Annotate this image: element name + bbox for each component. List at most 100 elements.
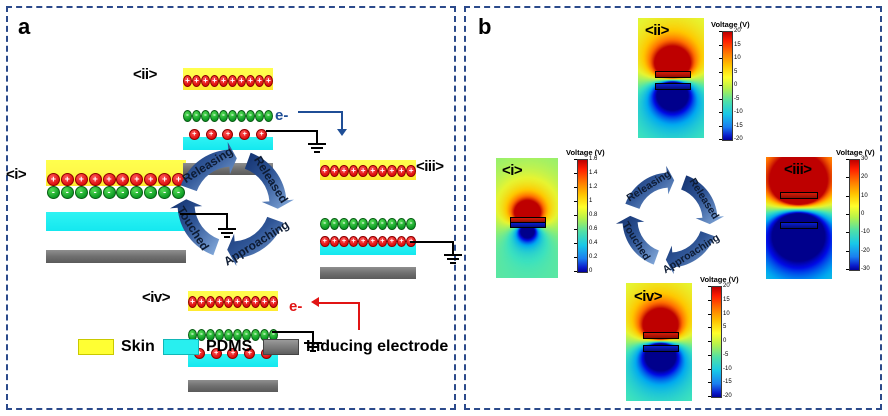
charge-negative: -	[172, 186, 186, 199]
charge-negative: -	[116, 186, 130, 199]
colorbar-ii: Voltage (V) 20 15 10 5 0 -5 -10 -15 -20	[711, 20, 775, 144]
colorbar-tick-label: 15	[734, 41, 741, 48]
charge-negative: -	[197, 328, 206, 341]
colorbar-tick-label: 1	[589, 198, 593, 204]
charge-negative: -	[233, 328, 242, 341]
colorbar-tick-mark	[574, 271, 577, 272]
charge-negative: -	[237, 109, 246, 122]
charge-negative: -	[88, 186, 102, 199]
map-state-label-i: <i>	[502, 162, 523, 179]
colorbar-iii: Voltage (V) 30 20 10 0 -10 -20 -30	[836, 148, 888, 280]
colorbar-tick-label: -5	[734, 95, 740, 102]
legend-item-skin: Skin	[78, 338, 155, 356]
ground-symbol-iv	[304, 342, 322, 354]
wire-electron-iv	[318, 302, 360, 304]
charge-positive: +	[228, 75, 237, 87]
layer-inducing-electrode	[46, 250, 186, 263]
colorbar-tick-label: 0.2	[589, 254, 598, 260]
charge-negative: -	[320, 217, 330, 230]
panel-a: a <i> + + + + + + + + + + ---------- <ii> + + + + + + +…	[6, 6, 462, 410]
colorbar-tick-mark	[846, 269, 849, 270]
colorbar-tick-label: -15	[734, 122, 743, 129]
charge-negative: -	[60, 186, 74, 199]
colorbar-gradient	[711, 286, 722, 398]
colorbar-title: Voltage (V)	[700, 275, 739, 284]
colorbar-iv: Voltage (V) 20 15 10 5 0 -5 -10 -15 -20	[700, 275, 764, 403]
charge-row-negative: ----------	[320, 217, 416, 230]
colorbar-tick-label: 20	[723, 283, 730, 289]
charge-positive: +	[201, 75, 210, 87]
charge-positive: +	[158, 173, 172, 186]
panel-a-letter: a	[18, 14, 31, 39]
charge-row-negative: ----------	[46, 186, 186, 199]
layer-pdms	[188, 354, 278, 367]
colorbar-tick-label: -15	[723, 379, 732, 386]
wire-ground-i-drop	[226, 213, 228, 229]
charge-positive: +	[260, 296, 269, 308]
field-map-ii: <ii>	[638, 18, 704, 138]
colorbar-tick-mark	[719, 98, 722, 100]
colorbar-tick-mark	[708, 382, 711, 384]
field-map-canvas	[766, 157, 832, 279]
field-map-i: <i>	[496, 158, 558, 278]
colorbar-tick-mark	[708, 341, 711, 342]
wire-electron-ii	[298, 111, 343, 113]
charge-positive: +	[237, 75, 246, 87]
charge-positive: +	[367, 235, 378, 247]
ground-symbol-ii	[308, 143, 326, 155]
electron-label-iv: e-	[289, 298, 303, 315]
charge-positive: +	[233, 296, 242, 308]
colorbar-tick-label: 15	[723, 296, 730, 303]
colorbar-tick-label: -20	[861, 247, 870, 254]
charge-positive: +	[264, 75, 273, 87]
charge-row-positive: + + + + + + + + + +	[46, 173, 186, 186]
charge-negative: -	[144, 186, 158, 199]
wire-ground-iv	[272, 331, 314, 333]
wire-ground-iv-drop	[312, 331, 314, 343]
cycle-arrow-releasing	[180, 142, 237, 192]
legend-swatch-electrode	[263, 339, 299, 355]
cycle-arrow-releasing	[625, 165, 675, 209]
colorbar-gradient	[577, 159, 588, 273]
charge-positive: +	[367, 165, 378, 177]
charge-positive: +	[339, 165, 349, 177]
colorbar-tick-label: 0.8	[589, 212, 598, 218]
cycle-arrows	[170, 142, 294, 266]
colorbar-tick-label: 0.4	[589, 240, 598, 246]
colorbar-title: Voltage (V)	[566, 148, 605, 157]
colorbar-tick-label: -30	[861, 266, 870, 272]
wire-ground-iii	[410, 241, 454, 243]
charge-positive: +	[339, 235, 349, 247]
charge-negative: -	[264, 109, 273, 122]
electron-label-ii: e-	[275, 107, 289, 124]
colorbar-tick-mark	[719, 85, 722, 86]
colorbar-tick-label: 5	[723, 324, 727, 331]
colorbar-tick-mark	[846, 250, 849, 252]
colorbar-tick-label: 10	[861, 192, 868, 199]
charge-positive: +	[183, 75, 192, 87]
charge-negative: -	[102, 186, 116, 199]
legend-label-skin: Skin	[121, 338, 155, 355]
charge-positive: +	[329, 235, 340, 247]
colorbar-tick-label: 20	[861, 174, 868, 181]
charge-negative: -	[228, 109, 237, 122]
state-label-iii: <iii>	[416, 158, 444, 175]
colorbar-i: Voltage (V) 1.6 1.4 1.2 1 0.8 0.6 0.4 0.2 0	[566, 148, 630, 280]
legend-item-pdms: PDMS	[163, 338, 252, 356]
arrowhead-electron-ii	[337, 129, 347, 136]
charge-positive: +	[144, 173, 158, 186]
charge-positive: +	[74, 173, 88, 186]
charge-row-positive-electrode: + + + + +	[183, 128, 273, 140]
charge-positive: +	[269, 296, 278, 308]
charge-positive: +	[239, 128, 251, 140]
charge-positive: +	[320, 235, 330, 247]
charge-positive: +	[130, 173, 144, 186]
colorbar-tick-mark	[719, 112, 722, 113]
colorbar-tick-mark	[708, 354, 711, 356]
electrode-bar-bottom	[510, 222, 546, 228]
wire-ground-i	[180, 213, 228, 215]
wire-ground-iii-drop	[452, 241, 454, 255]
colorbar-tick-mark	[574, 257, 577, 258]
charge-negative: -	[210, 109, 219, 122]
legend-swatch-pdms	[163, 339, 199, 355]
